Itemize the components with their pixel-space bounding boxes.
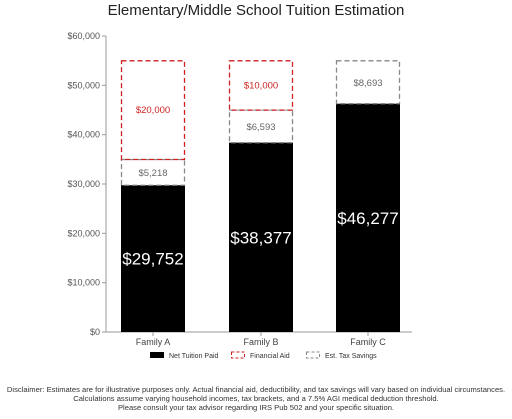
data-labels: $29,752 $5,218 $20,000 $38,377 $6,593 $10,000… — [122, 78, 398, 269]
chart-title: Elementary/Middle School Tuition Estimat… — [107, 2, 405, 19]
disclaimer-line-2: Calculations assume varying household in… — [73, 394, 439, 404]
disclaimer-line-1: Disclaimer: Estimates are for illustrati… — [6, 385, 506, 394]
legend-label: Financial Aid — [250, 353, 290, 360]
disclaimer: Disclaimer: Estimates are for illustrati… — [0, 385, 512, 413]
bar-net-tuition — [229, 142, 293, 332]
tax-savings-label: $8,693 — [353, 78, 382, 89]
financial-aid-label: $20,000 — [136, 105, 170, 116]
legend: Net Tuition Paid Financial Aid Est. Tax Sa… — [150, 351, 377, 360]
y-tick-label: $10,000 — [67, 278, 100, 288]
y-tick-label: $20,000 — [67, 228, 100, 238]
bar-net-tuition — [121, 185, 185, 332]
net-tuition-label: $29,752 — [122, 250, 183, 269]
legend-label: Est. Tax Savings — [325, 353, 377, 360]
financial-aid-label: $10,000 — [244, 80, 278, 91]
x-tick-label: Family A — [136, 337, 171, 347]
y-tick-label: $50,000 — [67, 80, 100, 90]
y-tick-label: $30,000 — [67, 179, 100, 189]
net-tuition-label: $38,377 — [230, 228, 291, 247]
legend-swatch-tax-savings — [306, 351, 320, 359]
y-tick-label: $60,000 — [67, 31, 100, 41]
legend-swatch-net-tuition — [150, 352, 164, 358]
bar-financial-aid — [120, 60, 186, 161]
tax-savings-label: $6,593 — [246, 122, 275, 133]
legend-swatch-financial-aid — [231, 351, 245, 359]
y-tick-label: $0 — [90, 327, 100, 337]
disclaimer-line-3: Please consult your tax advisor regardin… — [117, 403, 395, 413]
bar-chart: $0 $10,000 $20,000 $30,000 $40,000 $50,000 $60… — [67, 31, 412, 360]
legend-label: Net Tuition Paid — [169, 353, 219, 360]
net-tuition-label: $46,277 — [337, 209, 398, 228]
bars — [120, 60, 401, 332]
bar-net-tuition — [336, 103, 400, 332]
x-tick-label: Family C — [350, 337, 386, 347]
y-tick-label: $40,000 — [67, 130, 100, 140]
x-tick-label: Family B — [243, 337, 278, 347]
bar-tax-savings — [335, 60, 401, 105]
tax-savings-label: $5,218 — [138, 168, 167, 179]
bar-tax-savings — [120, 158, 186, 186]
x-axis: Family A Family B Family C — [136, 332, 386, 347]
